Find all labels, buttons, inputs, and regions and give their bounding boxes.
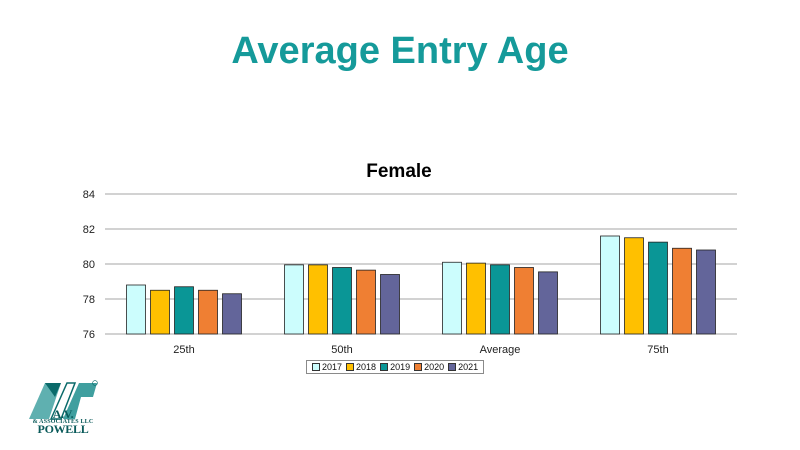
bar-2019-50th [332,267,352,335]
bar-2017-25th [126,284,146,335]
x-category-label: 75th [647,344,668,356]
legend-label: 2020 [424,362,445,372]
x-category-label: 50th [331,344,352,356]
legend: 2017 2018 2019 2020 2021 [306,360,485,374]
bar-2017-75th [600,235,620,335]
legend-item: 2021 [448,362,478,372]
y-tick-label: 84 [83,189,95,201]
bar-2020-25th [198,289,218,335]
legend-swatch [312,363,320,371]
legend-swatch [346,363,355,371]
bar-2021-25th [222,293,242,335]
bar-2019-25th [174,286,194,335]
legend-label: 2019 [390,362,411,372]
x-category-label: 25th [173,344,194,356]
bar-2018-average [466,262,486,335]
bar-2018-25th [150,289,170,335]
slide-title: Average Entry Age [231,30,569,72]
bar-2020-75th [672,247,692,335]
y-tick-label: 82 [83,224,95,236]
legend-swatch [414,363,423,371]
bar-2019-75th [648,241,668,335]
legend-label: 2017 [322,362,343,372]
logo-company-name: A.V. POWELL [37,407,89,436]
legend-swatch [380,363,389,371]
y-tick-label: 78 [83,294,95,306]
bar-2021-average [538,271,558,335]
legend-item: 2017 [312,362,342,372]
bar-2021-50th [380,274,400,335]
bar-2018-50th [308,264,328,335]
legend-item: 2018 [346,362,376,372]
logo-company-sub: & ASSOCIATES LLC [32,419,94,425]
y-tick-label: 80 [83,259,95,271]
bar-2020-50th [356,269,376,335]
x-category-label: Average [480,344,521,356]
legend-item: 2019 [380,362,410,372]
legend-label: 2021 [458,362,479,372]
bar-2017-50th [284,264,304,335]
bars [126,235,716,335]
legend-item: 2020 [414,362,444,372]
bar-2020-average [514,267,534,335]
bar-2021-75th [696,249,716,335]
chart-title: Female [366,161,431,182]
legend-label: 2018 [356,362,377,372]
bar-2018-75th [624,237,644,335]
company-logo-icon [29,380,98,420]
bar-2019-average [490,264,510,335]
y-tick-label: 76 [83,329,95,341]
bar-2017-average [442,261,462,335]
legend-swatch [448,363,457,371]
axis-labels: 76 78 80 82 84 25th 50th Average 75th [83,189,669,356]
